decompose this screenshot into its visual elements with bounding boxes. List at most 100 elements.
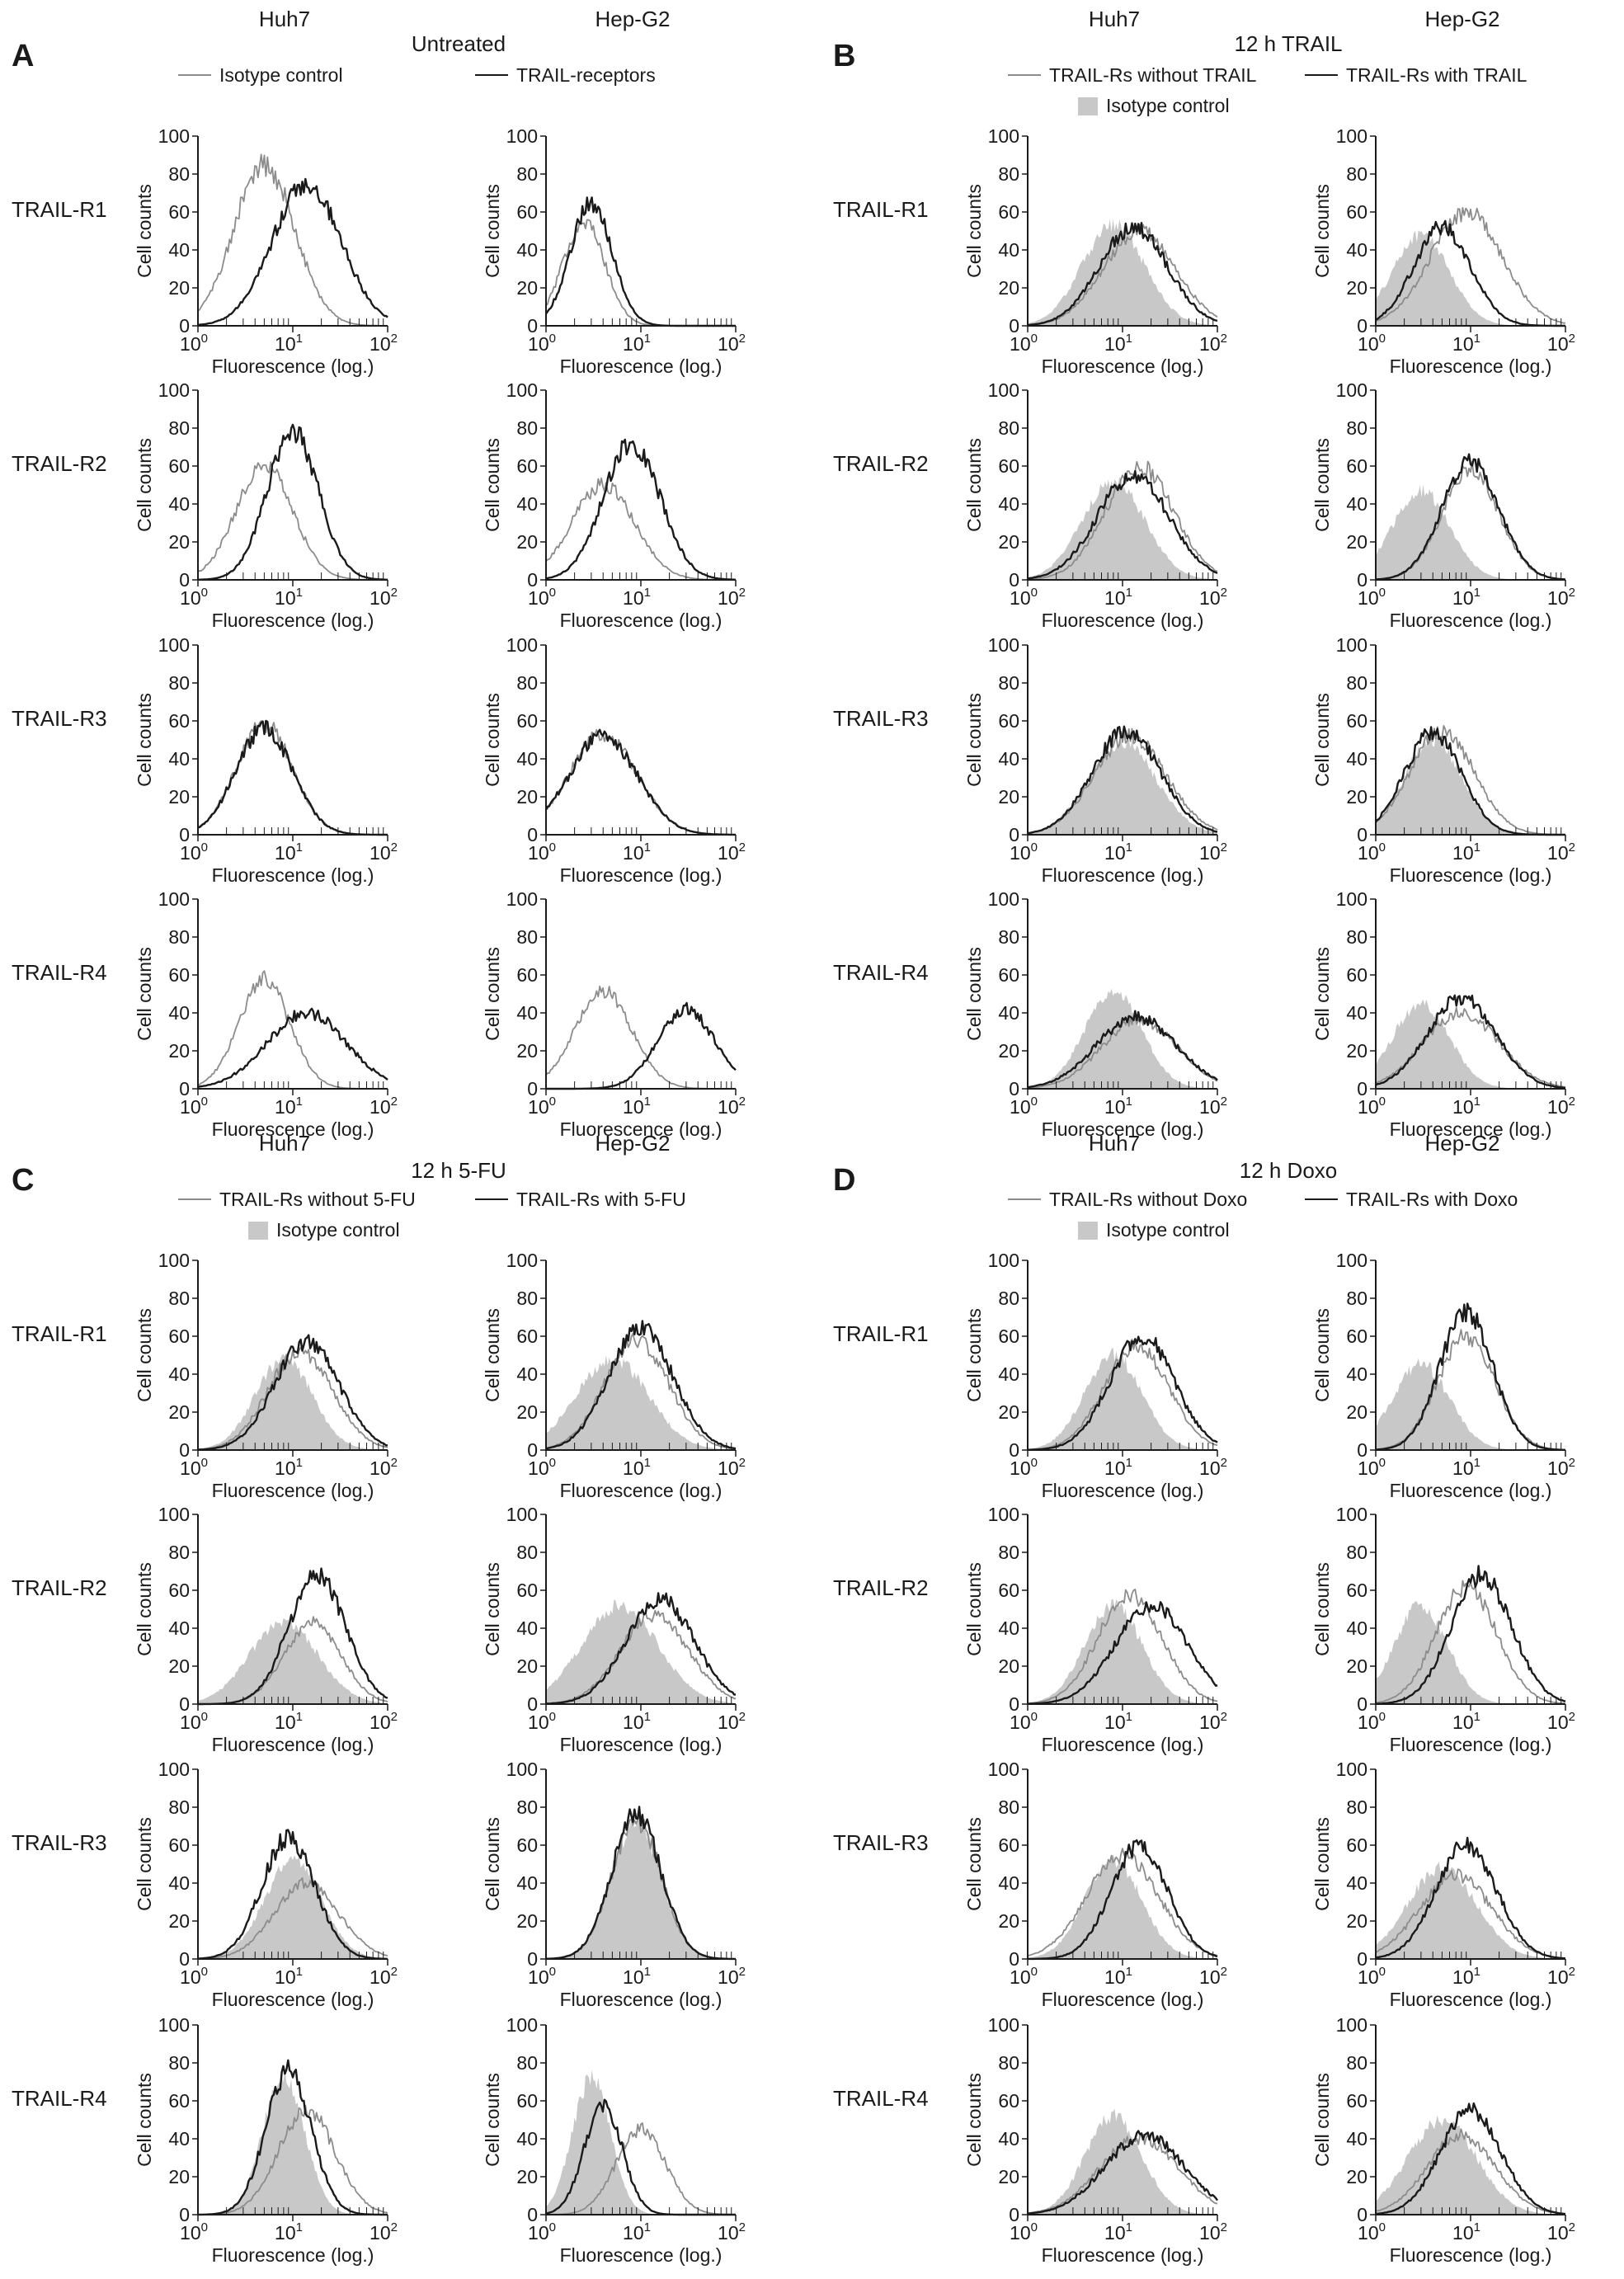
x-tick-label: 101 xyxy=(623,1095,651,1118)
x-tick-label: 102 xyxy=(1199,840,1227,864)
y-tick-label: 0 xyxy=(1009,569,1019,591)
x-tick-label: 101 xyxy=(275,840,303,864)
cell-line-header: Hep-G2 xyxy=(1424,7,1499,31)
y-tick-label: 0 xyxy=(1009,1078,1019,1099)
x-tick-label: 100 xyxy=(180,2220,208,2244)
x-tick-label: 100 xyxy=(1358,1710,1386,1733)
series-trail-receptors xyxy=(198,423,388,581)
x-axis-label: Fluorescence (log.) xyxy=(212,2244,374,2266)
series-isotype-control xyxy=(1376,484,1565,580)
series-trail-rs-with-doxo xyxy=(1028,1335,1218,1451)
y-axis-label: Cell counts xyxy=(1311,1308,1333,1402)
y-tick-label: 20 xyxy=(1346,1655,1367,1677)
y-tick-label: 0 xyxy=(1357,315,1367,337)
y-tick-label: 100 xyxy=(988,2014,1019,2036)
legend: Isotype control TRAIL-receptors xyxy=(178,64,656,86)
y-tick-label: 20 xyxy=(1346,2166,1367,2187)
y-tick-label: 20 xyxy=(1346,531,1367,553)
x-axis-label: Fluorescence (log.) xyxy=(1042,1118,1204,1140)
y-tick-label: 20 xyxy=(516,2166,538,2187)
y-tick-label: 80 xyxy=(516,163,538,185)
y-tick-label: 40 xyxy=(1346,1363,1367,1385)
y-tick-label: 80 xyxy=(1346,1288,1367,1309)
x-tick-label: 101 xyxy=(623,1710,651,1733)
y-tick-label: 100 xyxy=(1336,125,1367,147)
series-isotype-control xyxy=(197,720,388,836)
x-tick-label: 100 xyxy=(180,332,208,355)
series-trail-rs-without-5-fu xyxy=(197,1877,388,1960)
x-tick-label: 102 xyxy=(1199,2220,1227,2244)
series-isotype-control xyxy=(1028,219,1217,326)
y-axis-label: Cell counts xyxy=(963,438,985,532)
series-trail-rs-with-trail xyxy=(1027,222,1218,327)
series-trail-rs-with-5-fu xyxy=(545,1806,736,1961)
series-isotype-control xyxy=(1376,999,1565,1089)
x-tick-label: 100 xyxy=(180,840,208,864)
legend-label: Isotype control xyxy=(1106,1219,1230,1241)
y-axis-label: Cell counts xyxy=(963,2073,985,2167)
y-tick-label: 0 xyxy=(527,2204,538,2225)
y-tick-label: 80 xyxy=(168,1542,190,1563)
y-tick-label: 40 xyxy=(998,748,1019,770)
y-tick-label: 60 xyxy=(998,201,1019,223)
y-tick-label: 60 xyxy=(516,1580,538,1601)
y-tick-label: 60 xyxy=(168,964,190,986)
panel-letter: D xyxy=(833,1163,855,1198)
series-isotype-control xyxy=(1376,2115,1565,2215)
x-axis-label: Fluorescence (log.) xyxy=(1390,1989,1552,2010)
y-tick-label: 100 xyxy=(158,379,190,401)
y-tick-label: 100 xyxy=(1336,1759,1367,1780)
y-tick-label: 60 xyxy=(516,1834,538,1856)
y-tick-label: 80 xyxy=(516,1288,538,1309)
y-tick-label: 0 xyxy=(527,1439,538,1461)
x-tick-label: 101 xyxy=(1452,1965,1480,1988)
y-tick-label: 0 xyxy=(1357,824,1367,845)
series-isotype-control xyxy=(546,1354,736,1450)
series-isotype-control xyxy=(198,1354,388,1450)
x-tick-label: 101 xyxy=(623,1456,651,1479)
series-trail-receptors xyxy=(545,438,737,581)
y-tick-label: 80 xyxy=(516,417,538,439)
y-axis-label: Cell counts xyxy=(134,2073,155,2167)
y-tick-label: 60 xyxy=(1346,1580,1367,1601)
x-tick-label: 101 xyxy=(1104,840,1132,864)
cell-line-header: Hep-G2 xyxy=(1424,1131,1499,1156)
x-axis-label: Fluorescence (log.) xyxy=(560,356,723,377)
series-trail-rs-with-doxo xyxy=(1376,1565,1566,1705)
y-tick-label: 40 xyxy=(516,748,538,770)
y-tick-label: 20 xyxy=(168,2166,190,2187)
x-axis-label: Fluorescence (log.) xyxy=(1042,1734,1204,1755)
y-tick-label: 60 xyxy=(168,1580,190,1601)
legend-label: TRAIL-Rs with 5-FU xyxy=(516,1189,686,1210)
row-label-trail-r3: TRAIL-R3 xyxy=(12,706,107,731)
series-trail-rs-with-trail xyxy=(1375,453,1566,581)
x-tick-label: 100 xyxy=(1358,2220,1386,2244)
row-label-trail-r4: TRAIL-R4 xyxy=(833,960,929,985)
y-tick-label: 20 xyxy=(168,1655,190,1677)
y-tick-label: 100 xyxy=(158,888,190,910)
y-tick-label: 80 xyxy=(1346,926,1367,948)
y-tick-label: 100 xyxy=(988,888,1019,910)
x-tick-label: 100 xyxy=(1358,1965,1386,1988)
y-tick-label: 100 xyxy=(1336,1250,1367,1271)
y-tick-label: 60 xyxy=(1346,964,1367,986)
y-tick-label: 100 xyxy=(1336,634,1367,656)
y-tick-label: 40 xyxy=(168,1002,190,1024)
x-axis-label: Fluorescence (log.) xyxy=(1042,1480,1204,1501)
y-tick-label: 20 xyxy=(998,1655,1019,1677)
series-trail-rs-without-trail xyxy=(1027,727,1218,834)
y-tick-label: 20 xyxy=(516,1655,538,1677)
y-axis-label: Cell counts xyxy=(963,1562,985,1656)
y-tick-label: 60 xyxy=(516,1325,538,1347)
y-tick-label: 80 xyxy=(1346,672,1367,694)
y-axis-label: Cell counts xyxy=(134,1562,155,1656)
series-trail-rs-with-doxo xyxy=(1027,2130,1218,2215)
y-tick-label: 80 xyxy=(998,417,1019,439)
